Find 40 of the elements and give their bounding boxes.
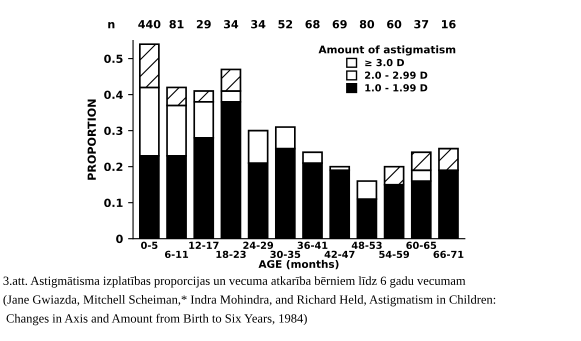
text: 80: [360, 20, 374, 28]
y-tick-label: 0.1: [104, 198, 123, 208]
text: 68: [305, 20, 320, 28]
x-tick-label: 42-47: [324, 250, 354, 258]
x-tick-label: 48-53: [352, 242, 382, 250]
legend-label: 2.0 - 2.99 D: [365, 72, 428, 79]
text: 16: [442, 20, 456, 28]
x-tick-label: 36-41: [298, 242, 328, 250]
text: 52: [278, 20, 292, 28]
text: 69: [332, 20, 347, 28]
x-tick-label: 12-17: [189, 242, 219, 249]
y-tick-label: 0: [116, 234, 123, 244]
x-tick-label: 6-11: [164, 250, 188, 258]
text: 440: [138, 20, 160, 28]
y-tick-label: 0.3: [104, 126, 122, 136]
x-tick-label: 60-65: [406, 242, 436, 250]
text: 60: [387, 20, 402, 28]
legend-label: ≥ 3.0 D: [365, 58, 404, 66]
text: n: [108, 22, 114, 28]
text: Changes in Axis and Amount from Birth to Six Years, 1984): [6, 314, 307, 326]
x-tick-label: 30-35: [270, 250, 300, 258]
x-tick-label: 66-71: [434, 250, 464, 258]
text: 29: [196, 20, 211, 28]
x-tick-label: 24-29: [243, 242, 274, 250]
text: (Jane Gwiazda, Mitchell Scheiman,* Indra Mohindra, and Richard Held, Astigmatism in Children:: [3, 294, 496, 306]
text: 34: [224, 20, 238, 28]
x-tick-label: 0-5: [141, 242, 158, 250]
legend-title: Amount of astigmatism: [318, 45, 456, 56]
x-tick-label: 54-59: [379, 250, 410, 258]
x-axis-title: AGE (months): [258, 260, 338, 270]
y-tick-label: 0.2: [104, 162, 122, 172]
legend-label: 1.0 - 1.99 D: [365, 84, 428, 92]
text: 37: [414, 20, 428, 28]
y-tick-label: 0.4: [104, 90, 123, 99]
x-tick-label: 18-23: [216, 250, 246, 258]
y-axis-title: PROPORTION: [88, 100, 96, 180]
y-tick-label: 0.5: [104, 54, 123, 63]
text: 81: [170, 20, 184, 28]
text: 3.att. Astigmātisma izplatības proporcijas un vecuma atkarība bērniem līdz 6 gadu vecumam: [4, 276, 466, 288]
text: 34: [251, 20, 266, 28]
